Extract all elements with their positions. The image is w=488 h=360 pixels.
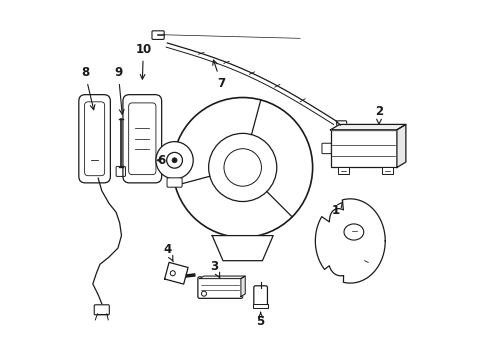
Circle shape [156,141,193,179]
Polygon shape [212,235,273,261]
Polygon shape [315,199,385,283]
Bar [381,167,392,174]
FancyBboxPatch shape [321,143,330,154]
Text: 3: 3 [209,260,219,278]
Text: 9: 9 [114,66,124,114]
Bar [253,304,267,308]
Text: 10: 10 [135,42,151,79]
Polygon shape [164,262,188,284]
Polygon shape [330,125,405,130]
Text: 4: 4 [163,243,173,262]
Text: 7: 7 [212,60,225,90]
Polygon shape [199,276,244,279]
Text: 6: 6 [157,154,165,167]
Polygon shape [396,125,405,167]
Text: 1: 1 [331,202,342,217]
Bar [330,130,396,167]
FancyBboxPatch shape [253,286,267,306]
Text: 8: 8 [81,66,95,110]
Text: 2: 2 [374,105,382,124]
FancyBboxPatch shape [198,277,242,298]
Polygon shape [241,276,244,297]
Text: 5: 5 [256,312,264,328]
Bar [337,167,348,174]
Circle shape [172,158,177,163]
FancyBboxPatch shape [167,178,182,187]
